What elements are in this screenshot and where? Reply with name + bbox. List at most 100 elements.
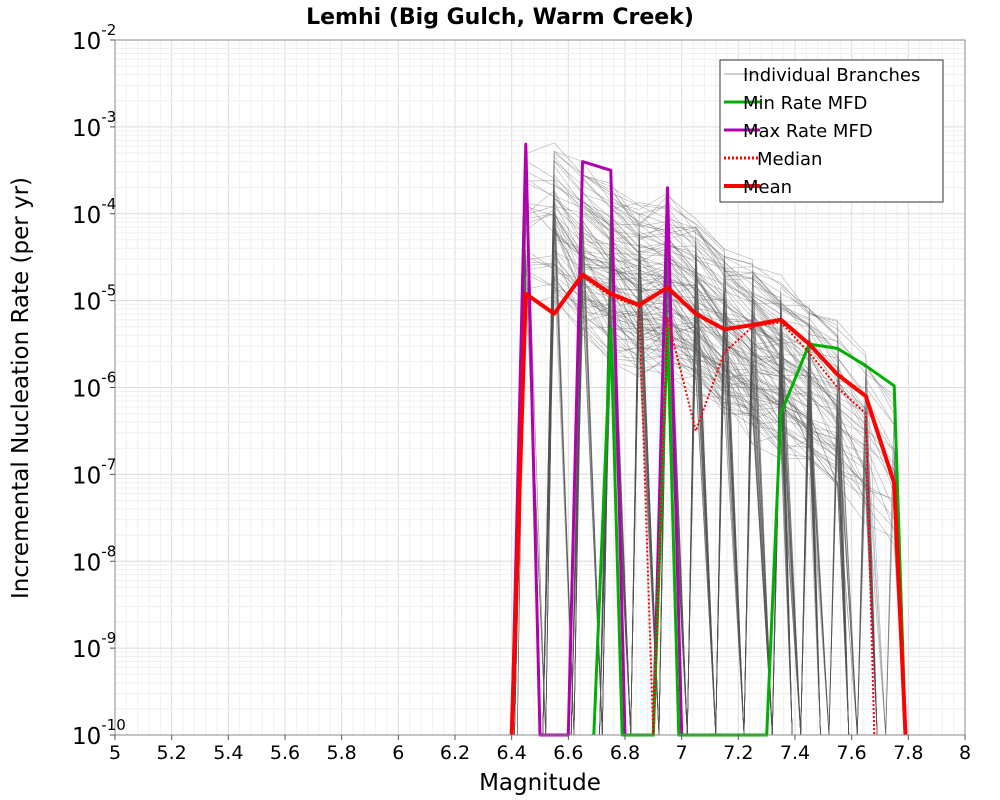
y-tick-exponent: -2: [101, 21, 116, 39]
branch-line: [570, 219, 878, 736]
branch-line: [542, 197, 821, 736]
y-tick-label: 10-3: [72, 108, 116, 142]
branch-line: [542, 191, 793, 736]
branch-line: [542, 249, 906, 736]
branch-line: [570, 298, 821, 736]
branch-line: [570, 231, 793, 736]
y-tick-exponent: -9: [101, 629, 116, 647]
branch-line: [599, 304, 906, 736]
branch-line: [599, 250, 878, 736]
branch-line: [542, 300, 850, 736]
branch-line: [514, 205, 906, 736]
x-tick-label: 6.6: [553, 742, 583, 764]
legend-label: Individual Branches: [743, 65, 920, 86]
x-tick-label: 8: [959, 742, 971, 764]
branch-line: [599, 186, 850, 736]
branch-line: [599, 323, 821, 736]
branch-line: [542, 219, 821, 736]
branch-line: [542, 275, 821, 736]
max-rate-mfd-line: [510, 142, 684, 737]
branch-line: [514, 213, 878, 736]
branch-line: [542, 150, 906, 736]
branch-line: [599, 336, 906, 736]
branch-line: [570, 199, 793, 736]
branch-line: [599, 297, 793, 736]
branch-line: [542, 228, 878, 736]
branch-line: [542, 250, 878, 736]
branch-line: [570, 274, 878, 736]
branch-line: [514, 180, 821, 736]
branch-line: [599, 213, 906, 736]
branch-line: [514, 202, 793, 736]
branch-line: [514, 205, 878, 736]
legend-label: Min Rate MFD: [743, 93, 867, 114]
branch-line: [570, 298, 878, 736]
x-tick-label: 7.2: [723, 742, 753, 764]
branch-line: [542, 197, 850, 736]
branch-line: [599, 202, 850, 736]
branch-line: [542, 256, 878, 736]
y-tick-exponent: -5: [101, 282, 116, 300]
branch-line: [570, 251, 821, 736]
branch-line: [542, 217, 793, 736]
median-line: [510, 275, 876, 736]
branch-line: [599, 250, 850, 736]
branch-line: [571, 174, 850, 736]
branch-line: [599, 252, 793, 736]
x-axis-label: Magnitude: [479, 770, 601, 796]
x-tick-label: 7.8: [893, 742, 923, 764]
branch-line: [542, 221, 821, 736]
branch-line: [514, 227, 906, 736]
branch-line: [570, 282, 850, 736]
branch-line: [570, 261, 906, 736]
branch-line: [599, 327, 878, 736]
branch-line: [514, 142, 821, 736]
branch-line: [542, 192, 906, 736]
branch-line: [571, 233, 906, 736]
branch-line: [514, 261, 878, 736]
branch-line: [599, 317, 850, 736]
branch-line: [542, 239, 878, 736]
branch-line: [542, 230, 906, 736]
branch-line: [571, 277, 906, 736]
x-tick-label: 7.6: [837, 742, 867, 764]
y-tick-exponent: -4: [101, 195, 116, 213]
legend-label: Median: [757, 149, 822, 170]
branch-line: [570, 327, 906, 736]
branch-line: [542, 224, 821, 736]
branch-line: [542, 201, 793, 736]
branch-line: [514, 255, 821, 736]
branch-line: [599, 309, 793, 736]
branch-line: [514, 170, 793, 736]
branch-line: [599, 216, 821, 736]
branch-line: [599, 320, 850, 736]
chart-title: Lemhi (Big Gulch, Warm Creek): [306, 5, 694, 30]
branch-line: [542, 176, 821, 736]
legend-label: Max Rate MFD: [743, 121, 873, 142]
branch-line: [514, 263, 906, 736]
branch-line: [514, 202, 850, 736]
y-tick-label: 10-9: [72, 629, 116, 663]
x-tick-label: 5.2: [157, 742, 187, 764]
x-tick-label: 6.2: [440, 742, 470, 764]
branch-line: [514, 211, 906, 736]
x-tick-label: 7: [676, 742, 688, 764]
x-tick-label: 6.4: [497, 742, 527, 764]
y-axis-label: Incremental Nucleation Rate (per yr): [8, 177, 34, 599]
branch-line: [542, 232, 878, 736]
y-tick-label: 10-5: [72, 282, 116, 316]
y-tick-label: 10-6: [72, 369, 116, 403]
branch-line: [514, 230, 878, 736]
y-tick-exponent: -6: [101, 369, 116, 387]
y-tick-label: 10-7: [72, 455, 116, 489]
branch-line: [542, 289, 878, 736]
x-tick-label: 5.8: [327, 742, 357, 764]
branch-line: [570, 274, 906, 736]
y-tick-exponent: -10: [101, 716, 126, 734]
branch-line: [514, 269, 821, 736]
y-tick-label: 10-4: [72, 195, 116, 229]
branch-line: [514, 213, 821, 736]
branch-line: [571, 214, 821, 736]
branch-line: [542, 275, 850, 736]
